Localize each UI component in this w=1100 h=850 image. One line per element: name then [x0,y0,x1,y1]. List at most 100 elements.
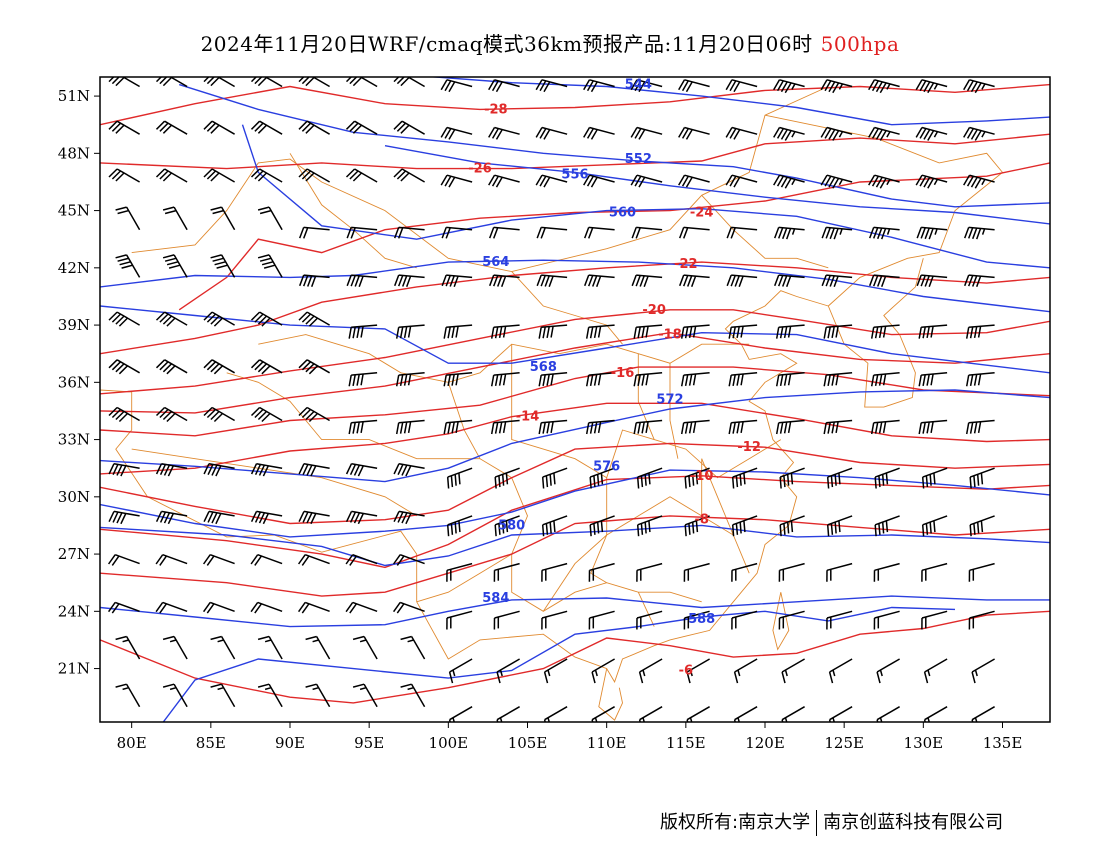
wind-barb [155,168,188,183]
wind-barb [583,274,615,288]
temperature-isotherm [100,610,1050,704]
wind-barb [203,406,235,423]
wind-barb [298,226,330,239]
wind-barb [870,372,900,387]
wind-barb [969,467,995,489]
wind-barb [496,706,520,722]
wind-barb [400,635,426,660]
wind-barb [395,372,425,387]
wind-barb [446,562,473,582]
wind-barb [728,324,758,339]
wind-barb [918,419,948,435]
wind-barb [826,610,853,630]
wind-barb [108,120,140,135]
wind-barb [493,562,520,582]
wind-barb [162,683,188,708]
wind-barb [868,79,900,94]
wind-barb [352,683,378,708]
wind-barb [298,77,330,88]
wind-barb [678,79,710,93]
wind-barb [541,562,568,582]
wind-barb [538,372,568,387]
wind-barb [538,419,568,435]
wind-barb [441,274,473,288]
isotherm-label: -10 [690,469,714,484]
wind-barb [820,174,853,189]
boundary-line [669,363,679,459]
wind-barb [393,274,425,288]
wind-barb [155,510,188,525]
wind-barb [588,610,615,630]
wind-barb [823,419,853,435]
boundary-line [598,668,623,721]
wind-barb [395,324,425,339]
wind-barb [250,120,283,135]
height-contour-label: 564 [482,255,509,270]
wind-barb [203,359,235,375]
y-tick-label: 45N [58,202,90,220]
wind-barb [490,372,520,387]
wind-barb [448,706,473,722]
wind-barb [965,324,995,339]
wind-barb [633,419,663,435]
height-contour [100,469,1050,538]
height-contour [241,124,1050,269]
copyright-right: 南京创蓝科技有限公司 [823,812,1004,833]
wind-barb [108,311,140,327]
wind-barb [583,126,615,140]
boundary-line [258,334,750,383]
wind-barb [250,168,283,183]
isotherm-label: -28 [484,102,508,117]
wind-barb [348,324,378,339]
wind-barb [779,515,805,537]
wind-barb [345,77,378,88]
wind-barb [443,372,473,387]
wind-barb [963,79,995,94]
isotherm-label: -8 [694,513,708,528]
wind-barb [726,226,758,239]
y-tick-label: 33N [58,431,90,449]
x-tick-label: 110E [587,734,627,752]
isotherm-label: -12 [737,440,761,455]
wind-barb [630,79,663,93]
wind-barb [828,658,853,684]
wind-barb [684,515,710,537]
wind-barb [541,467,568,489]
wind-barb [346,226,378,239]
height-contour-label: 572 [656,393,683,408]
wind-barb [969,515,995,537]
wind-barb [446,610,473,630]
wind-barb [583,174,615,188]
wind-barb [493,610,520,630]
wind-barb [921,562,948,582]
wind-barb [345,462,378,477]
footer-divider [816,810,818,836]
wind-barb [496,658,520,684]
wind-barb [873,562,900,582]
wind-barb [921,515,948,537]
x-tick-label: 80E [117,734,147,752]
wind-barb [680,324,710,339]
wind-barb [915,174,948,189]
wind-barb [162,635,188,660]
isotherm-label: -26 [468,162,492,177]
wind-barb [305,635,331,660]
height-contour [100,305,1050,374]
wind-barb [874,515,900,537]
isotherm-label: -22 [674,257,698,272]
wind-barb [775,324,805,339]
temperature-isotherm [100,83,1050,126]
wind-barb [821,226,853,240]
wind-barb [915,79,948,94]
temperature-isotherm [100,133,1050,170]
wind-barbs [107,77,995,722]
wind-barb [203,120,235,135]
x-tick-label: 125E [824,734,864,752]
isotherm-label: -6 [679,663,693,678]
wind-barb [155,120,188,135]
wind-barb [535,126,568,140]
wind-barb [298,168,330,183]
wind-barb [684,467,710,489]
wind-barb [115,635,141,660]
